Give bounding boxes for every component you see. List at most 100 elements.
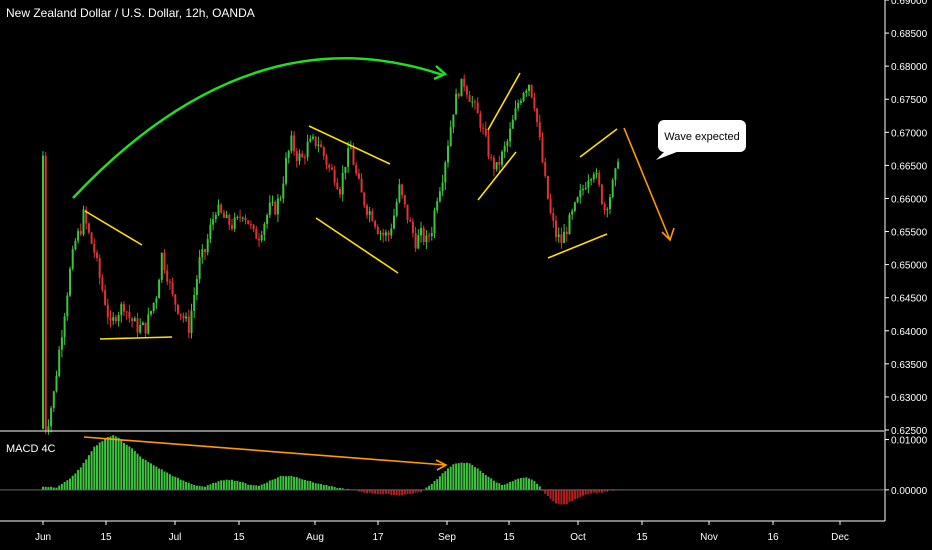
candle-body [147, 314, 150, 334]
macd-bar [590, 489, 593, 494]
macd-bar [144, 459, 147, 490]
candle-body [452, 114, 455, 128]
macd-bar [309, 480, 312, 490]
candle-body [71, 249, 74, 269]
macd-bar [484, 475, 487, 490]
macd-bar [139, 456, 142, 490]
macd-bar [530, 479, 533, 490]
macd-bar [166, 472, 169, 490]
candle-body [393, 215, 395, 229]
macd-bar [301, 479, 304, 490]
macd-bar [66, 480, 69, 490]
candle-body [77, 230, 80, 241]
candle-body [214, 214, 217, 220]
candle-body [268, 202, 271, 216]
candle-body [425, 235, 428, 243]
macd-bar [93, 446, 96, 490]
macd-bar [341, 488, 344, 490]
macd-bar [384, 489, 387, 494]
macd-bar [247, 484, 250, 490]
macd-bar [141, 458, 144, 490]
macd-bar [198, 485, 201, 490]
candle-body [436, 201, 439, 211]
macd-bar [82, 462, 85, 490]
x-tick-label: Jun [35, 532, 51, 543]
macd-bar [379, 489, 382, 495]
candle-body [611, 179, 614, 198]
macd-bar [206, 485, 209, 490]
x-tick-label: Nov [700, 532, 718, 543]
macd-bar [465, 462, 468, 490]
macd-bar [150, 463, 152, 490]
macd-bar [117, 437, 120, 490]
macd-bar [220, 480, 223, 490]
macd-bar [187, 482, 190, 490]
y-tick-label: 0.62500 [891, 426, 928, 437]
macd-bar [538, 486, 541, 490]
macd-bar [244, 483, 247, 490]
candle-body [322, 147, 325, 157]
candle-body [177, 304, 179, 314]
candle-body [325, 156, 328, 165]
macd-bar [298, 478, 301, 490]
candle-body [212, 219, 215, 225]
candle-body [568, 214, 571, 235]
candle-body [66, 295, 69, 317]
macd-bar [382, 489, 385, 495]
candle-body [573, 202, 576, 211]
candle-body [263, 223, 266, 236]
macd-bar [441, 473, 444, 490]
macd-bar [55, 487, 58, 490]
macd-bar [314, 483, 317, 490]
candle-body [330, 167, 333, 170]
candle-body [104, 290, 107, 305]
wave-expected-callout[interactable]: Wave expected [656, 120, 746, 160]
candle-body [552, 213, 555, 221]
candle-body [303, 157, 306, 159]
candle-body [409, 219, 412, 222]
x-tick-label: 15 [100, 532, 112, 543]
macd-bar [509, 481, 512, 490]
macd-bar [112, 435, 115, 490]
candle-body [444, 162, 447, 183]
candle-body [455, 93, 458, 115]
macd-bar [177, 477, 179, 490]
macd-bar [77, 469, 80, 490]
x-tick-label: 15 [636, 532, 648, 543]
macd-bar [573, 489, 576, 499]
y-tick-label: 0.67500 [891, 95, 928, 106]
macd-bar [603, 489, 606, 492]
candle-body [479, 113, 482, 128]
macd-bar [490, 478, 493, 490]
candle-body [503, 145, 506, 152]
candle-body [357, 173, 360, 179]
candle-body [82, 209, 85, 235]
macd-bar [249, 484, 252, 490]
candle-body [522, 93, 525, 102]
candle-body [190, 310, 193, 333]
candle-body [152, 302, 155, 312]
candle-body [498, 162, 501, 165]
macd-bar [214, 482, 217, 490]
macd-bar [568, 489, 571, 502]
candle-body [117, 315, 120, 322]
macd-bar [522, 477, 525, 490]
candle-body [379, 232, 382, 234]
macd-bar [420, 489, 422, 493]
candle-body [544, 162, 547, 176]
candle-body [560, 234, 563, 243]
macd-bar [185, 481, 188, 490]
candle-body [298, 153, 301, 161]
macd-bar [565, 489, 568, 505]
candle-body [541, 137, 544, 163]
macd-bar [582, 489, 584, 496]
candle-body [125, 311, 128, 313]
pattern-line [547, 233, 608, 259]
macd-bar [357, 489, 360, 492]
macd-bar [52, 487, 55, 490]
macd-bar [160, 469, 163, 490]
macd-bar [398, 489, 401, 496]
macd-bar [600, 489, 603, 493]
macd-bar [592, 489, 595, 493]
